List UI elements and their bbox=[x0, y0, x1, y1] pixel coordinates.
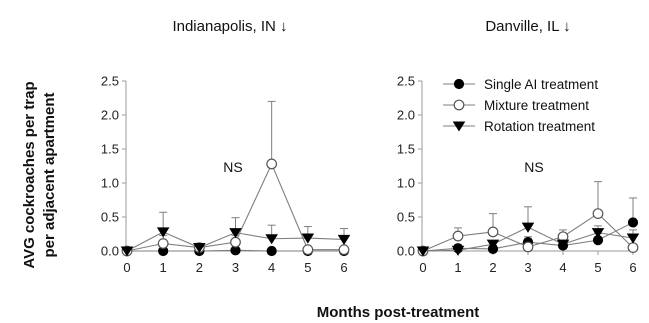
x-tick-label: 0 bbox=[419, 260, 426, 275]
x-tick-label: 3 bbox=[524, 260, 531, 275]
data-point bbox=[120, 246, 134, 257]
data-point bbox=[522, 241, 534, 253]
x-tick-label: 4 bbox=[268, 260, 275, 275]
y-axis-label: AVG cockroaches per trap per adjacent ap… bbox=[21, 81, 58, 268]
series-mixture bbox=[417, 181, 639, 257]
data-point bbox=[156, 227, 170, 238]
data-point bbox=[230, 236, 241, 248]
data-point bbox=[266, 245, 277, 257]
legend-marker bbox=[452, 121, 466, 132]
x-tick-label: 0 bbox=[123, 260, 130, 275]
x-tick-label: 5 bbox=[594, 260, 601, 275]
y-tick-label: 0.5 bbox=[101, 210, 119, 225]
x-tick-label: 6 bbox=[629, 260, 636, 275]
data-point bbox=[416, 246, 430, 257]
y-tick-label: 0.5 bbox=[397, 210, 415, 225]
x-tick-label: 3 bbox=[232, 260, 239, 275]
ns-annotation-danville: NS bbox=[524, 159, 543, 175]
y-axis-label-line2: per adjacent apartment bbox=[41, 92, 58, 257]
legend-label-mixture: Mixture treatment bbox=[484, 98, 589, 113]
x-tick-label: 5 bbox=[304, 260, 311, 275]
ns-annotation-indianapolis: NS bbox=[223, 159, 242, 175]
data-point bbox=[265, 234, 278, 245]
legend: Single AI treatment Mixture treatment Ro… bbox=[443, 77, 598, 134]
data-point bbox=[157, 238, 169, 249]
x-tick-label: 6 bbox=[340, 260, 347, 275]
data-point bbox=[591, 228, 605, 239]
x-tick-label: 1 bbox=[160, 260, 167, 275]
data-point bbox=[302, 244, 314, 256]
y-tick-label: 2.0 bbox=[101, 108, 119, 123]
data-point bbox=[451, 245, 465, 256]
series-rotation bbox=[120, 211, 351, 257]
y-tick-label: 1.5 bbox=[101, 142, 119, 157]
data-point bbox=[301, 233, 315, 244]
x-tick-label: 2 bbox=[489, 260, 496, 275]
data-point bbox=[229, 228, 242, 239]
data-point bbox=[627, 217, 639, 228]
data-point bbox=[556, 239, 570, 250]
y-tick-label: 2.0 bbox=[397, 108, 415, 123]
data-point bbox=[266, 158, 278, 170]
data-point bbox=[452, 230, 464, 242]
chart-panel-danville: Danville, IL ↓ NS 0.0 0.5 1.0 1.5 2.0 2.5 0 1 2 3… bbox=[397, 18, 640, 275]
data-point bbox=[521, 222, 535, 233]
legend-marker bbox=[453, 78, 465, 90]
x-tick-label: 2 bbox=[196, 260, 203, 275]
x-axis-label: Months post-treatment bbox=[317, 304, 480, 321]
legend-label-rotation: Rotation treatment bbox=[484, 119, 595, 134]
y-tick-label: 2.5 bbox=[397, 74, 415, 89]
data-point bbox=[193, 243, 206, 254]
data-point bbox=[626, 233, 640, 244]
y-tick-label: 2.5 bbox=[101, 74, 119, 89]
panel-title-danville: Danville, IL ↓ bbox=[485, 18, 570, 35]
y-tick-label: 0.0 bbox=[101, 244, 119, 259]
data-point bbox=[592, 208, 604, 220]
legend-label-single-ai: Single AI treatment bbox=[484, 77, 598, 92]
y-axis-label-line1: AVG cockroaches per trap bbox=[21, 81, 38, 268]
data-point bbox=[627, 242, 639, 254]
x-tick-label: 1 bbox=[454, 260, 461, 275]
data-point bbox=[337, 234, 351, 245]
y-tick-label: 1.0 bbox=[101, 176, 119, 191]
x-tick-label: 4 bbox=[559, 260, 566, 275]
data-point bbox=[338, 244, 350, 256]
y-tick-label: 1.5 bbox=[397, 142, 415, 157]
legend-marker bbox=[453, 99, 465, 111]
y-tick-label: 0.0 bbox=[397, 244, 415, 259]
data-point bbox=[487, 226, 499, 238]
series-rotation bbox=[416, 206, 640, 257]
y-tick-label: 1.0 bbox=[397, 176, 415, 191]
panel-title-indianapolis: Indianapolis, IN ↓ bbox=[172, 18, 287, 35]
chart-panel-indianapolis: Indianapolis, IN ↓ NS 0.0 0.5 1.0 1.5 2.0 2.5… bbox=[101, 18, 351, 275]
data-point bbox=[486, 239, 500, 250]
